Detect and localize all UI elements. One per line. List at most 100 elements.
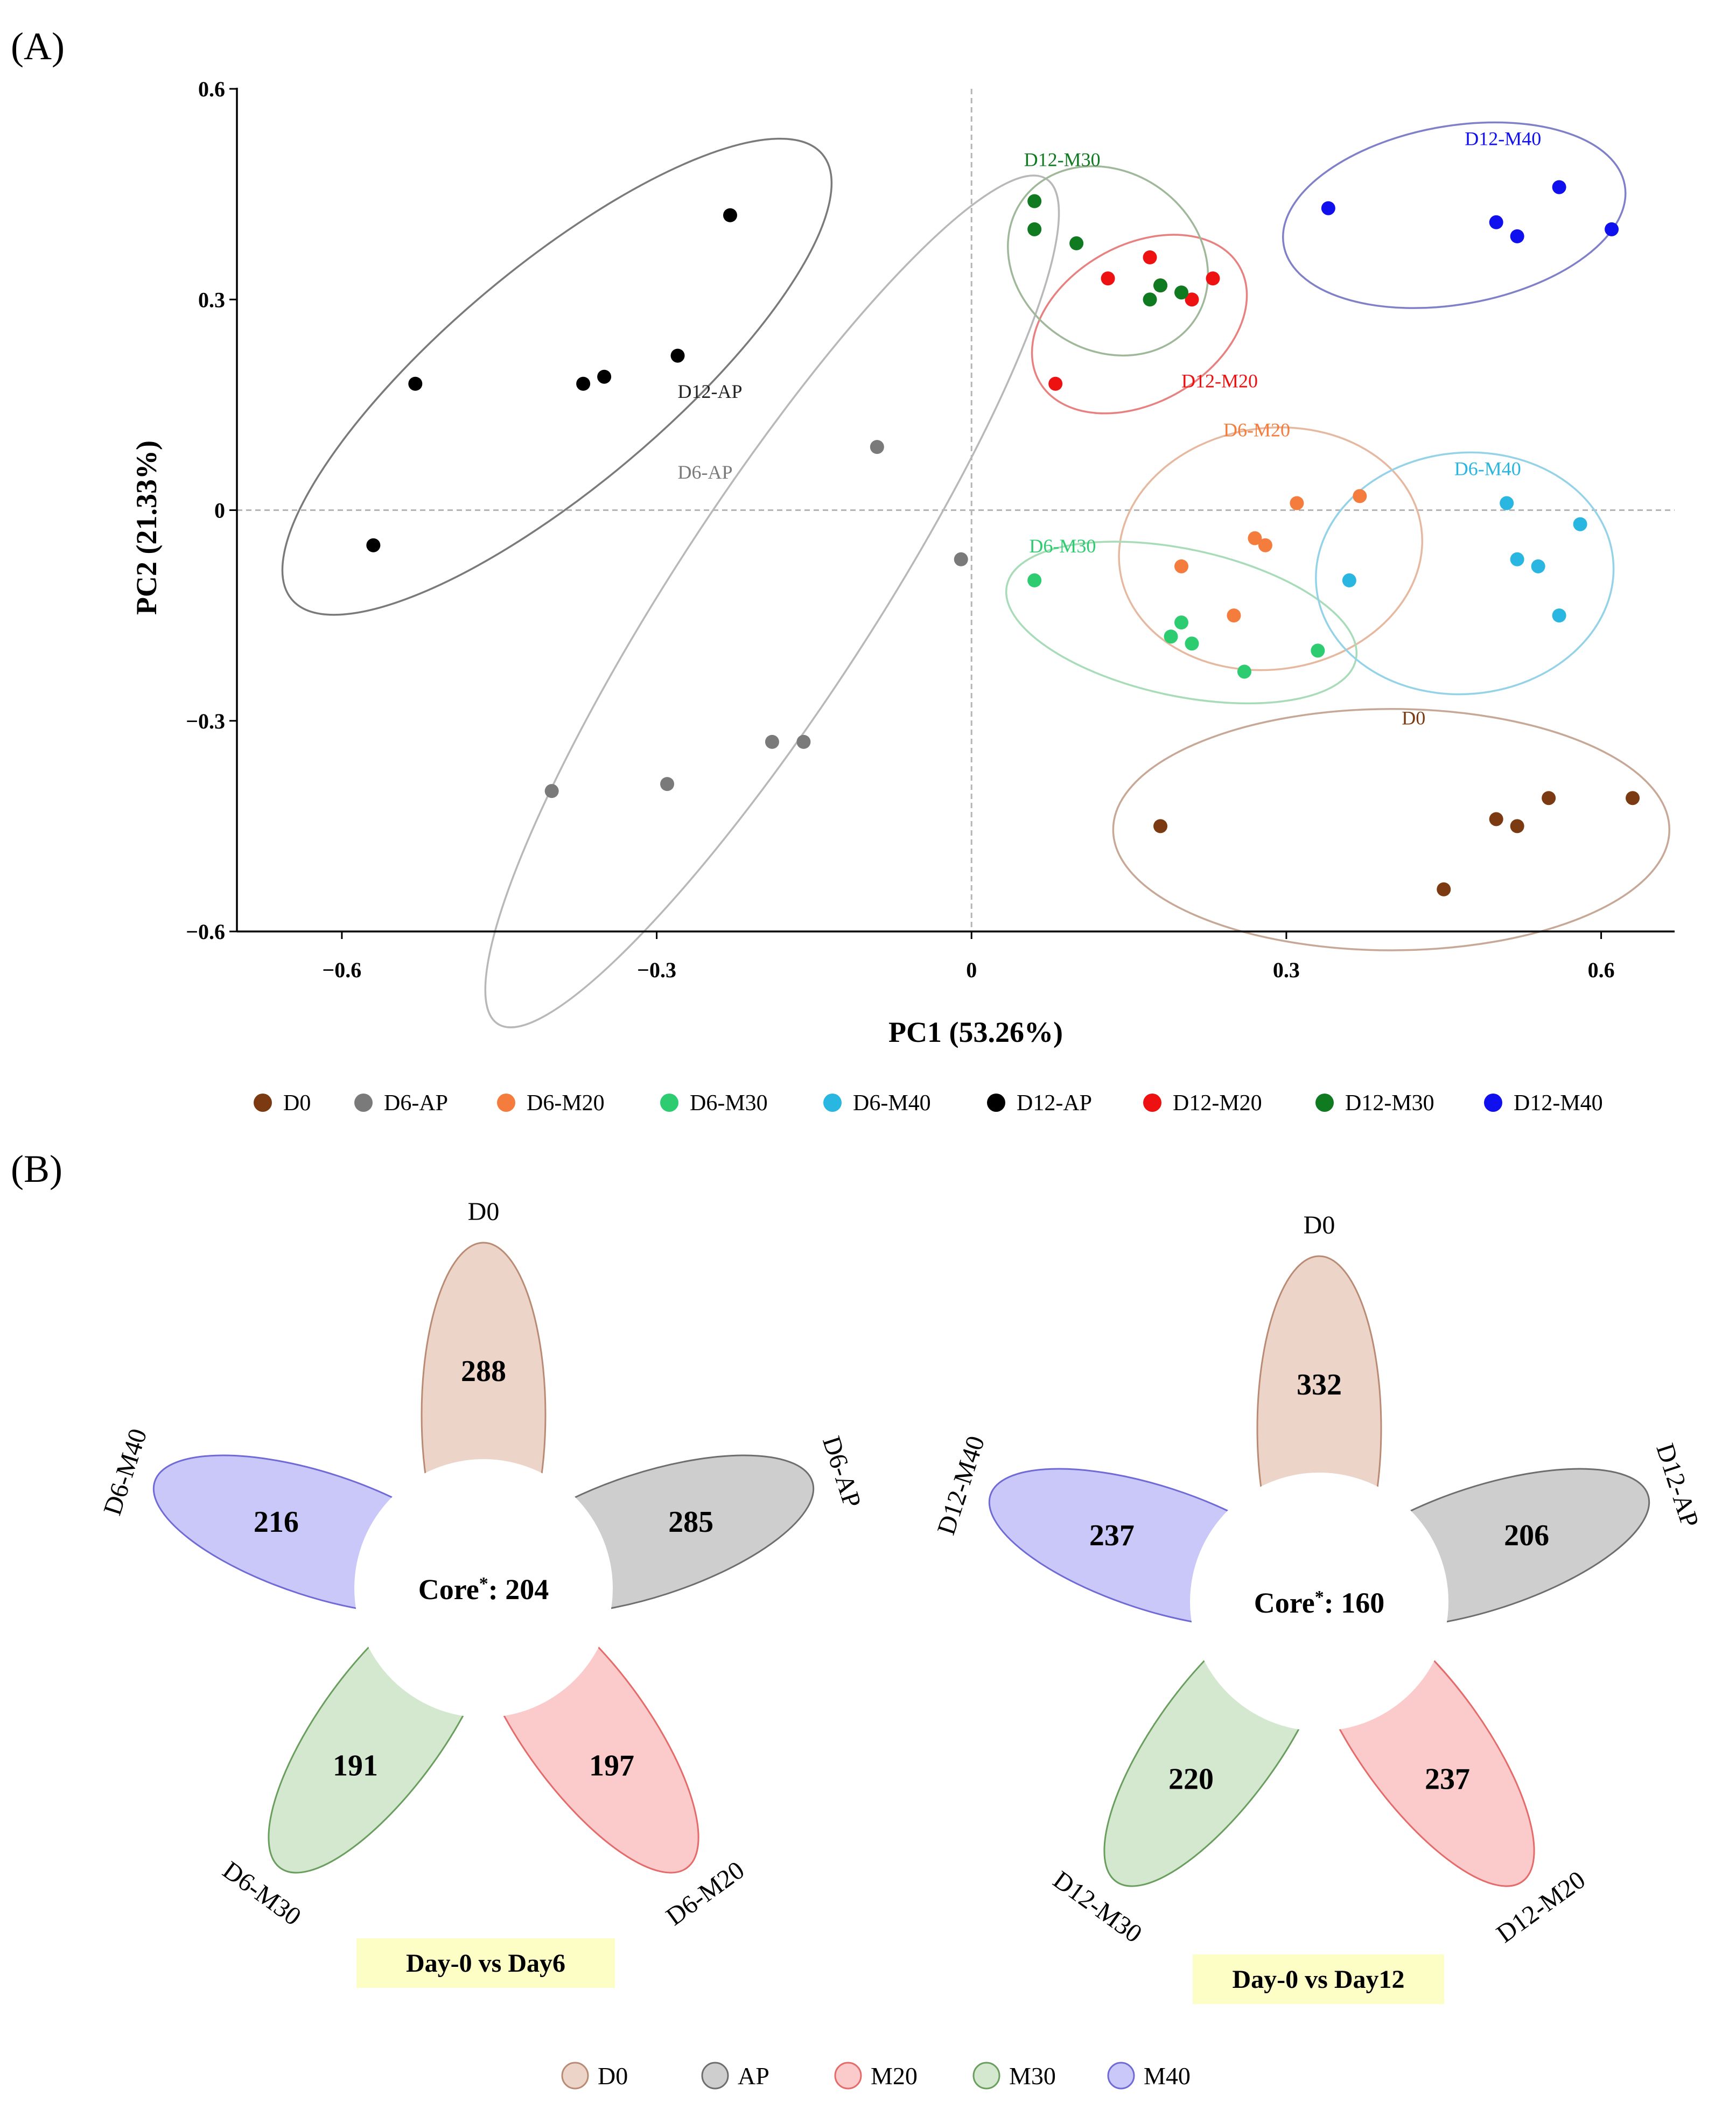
group-label-d12-m40: D12-M40 (1465, 128, 1541, 149)
point-d6-m20-3 (1248, 531, 1262, 545)
petal-value-d0: 288 (461, 1355, 506, 1388)
ellipse-d6-m40 (1315, 451, 1615, 696)
group-label-d0: D0 (1402, 707, 1425, 728)
legend-label-m40: M40 (1144, 2062, 1191, 2090)
legend-marker-m30 (972, 2062, 1000, 2090)
panel-a-label: (A) (11, 25, 65, 68)
point-d12-m30-2 (1027, 222, 1042, 236)
petal-name-d12-m40: D12-M40 (932, 1433, 990, 1538)
point-d6-m20-1 (1290, 496, 1304, 510)
legend-marker-d12-m30 (1315, 1094, 1334, 1112)
panel-b-flower-diagrams: (B) 288D0285D6-AP197D6-M20191D6-M30216D6… (11, 1147, 1704, 2090)
point-d12-m40-5 (1605, 222, 1619, 236)
y-tick-label: −0.3 (186, 709, 225, 733)
point-d12-m20-4 (1206, 271, 1220, 286)
petal-value-d6-ap: 285 (668, 1505, 713, 1539)
point-d0-2 (1437, 882, 1451, 896)
core-value: 160 (1341, 1587, 1384, 1619)
petal-name-d0: D0 (1304, 1211, 1335, 1239)
petal-value-d6-m40: 216 (254, 1505, 299, 1539)
petal-value-d6-m20: 197 (589, 1749, 634, 1783)
flower-title: Day-0 vs Day6 (406, 1949, 565, 1978)
flower-title-box (356, 1938, 615, 1988)
point-d12-m40-2 (1489, 215, 1503, 229)
legend-marker-d12-m20 (1143, 1094, 1161, 1112)
point-d12-ap-5 (408, 376, 423, 391)
panel-a-pca-scatter: (A) D12-AP D6-AP D12-M30 D12-M20 D12-M40 D6-M… (11, 25, 1675, 1116)
point-d6-m40-6 (1552, 608, 1566, 623)
core-circle (354, 1459, 613, 1718)
core-marker: * (479, 1574, 488, 1594)
point-d6-m40-5 (1342, 573, 1356, 587)
legend-label-d12-ap: D12-AP (1017, 1091, 1092, 1116)
petal-value-d12-m40: 237 (1089, 1519, 1135, 1552)
legend-marker-m40 (1107, 2062, 1135, 2090)
y-tick-label: 0.6 (198, 77, 225, 101)
point-d6-m20-5 (1174, 559, 1189, 573)
core-label-text: Core (1254, 1587, 1315, 1619)
legend-marker-d6-m20 (497, 1094, 515, 1112)
group-labels: D12-AP D6-AP D12-M30 D12-M20 D12-M40 D6-M20 D6… (678, 128, 1542, 728)
point-d6-m30-5 (1237, 664, 1251, 679)
core-label-text: Core (418, 1573, 479, 1606)
legend-label-ap: AP (738, 2062, 769, 2090)
point-d12-ap-2 (670, 348, 685, 363)
legend-marker-d6-ap (354, 1094, 373, 1112)
point-d0-4 (1510, 819, 1524, 833)
point-d12-m30-3 (1069, 236, 1084, 250)
group-label-d12-ap: D12-AP (678, 381, 743, 402)
ellipse-d0 (1112, 708, 1671, 951)
legend-label-d6-m40: D6-M40 (853, 1091, 931, 1116)
legend-label-d12-m20: D12-M20 (1173, 1091, 1262, 1116)
flower-diagram-day6: 288D0285D6-AP197D6-M20191D6-M30216D6-M40… (98, 1197, 866, 1988)
point-d6-ap-2 (954, 552, 968, 566)
y-axis-label: PC2 (21.33%) (130, 440, 163, 615)
point-d6-m30-1 (1027, 573, 1042, 587)
point-d12-ap-4 (576, 376, 591, 391)
point-d12-m30-5 (1174, 285, 1189, 300)
point-d6-ap-6 (544, 784, 559, 798)
point-d6-ap-1 (870, 440, 884, 454)
legend-label-d0: D0 (283, 1091, 311, 1116)
flower-title: Day-0 vs Day12 (1233, 1965, 1405, 1994)
x-tick-label: 0.3 (1273, 958, 1300, 982)
petal-value-d12-m20: 237 (1425, 1763, 1470, 1796)
point-d6-m40-3 (1510, 552, 1524, 566)
point-d12-ap-3 (597, 369, 612, 384)
point-d12-m30-1 (1027, 194, 1042, 208)
point-d6-ap-4 (765, 734, 779, 749)
point-d6-m20-4 (1258, 538, 1272, 552)
group-label-d6-ap: D6-AP (678, 461, 733, 483)
y-tick-label: 0 (214, 499, 225, 523)
petal-name-d0: D0 (468, 1197, 500, 1226)
legend-label-d6-m20: D6-M20 (527, 1091, 605, 1116)
core-marker: * (1315, 1587, 1324, 1607)
point-d12-m20-6 (1048, 376, 1063, 391)
petal-name-d12-ap: D12-AP (1650, 1440, 1704, 1531)
legend-label-d12-m40: D12-M40 (1514, 1091, 1603, 1116)
core-label: Core*: 160 (1254, 1587, 1384, 1619)
group-label-d6-m20: D6-M20 (1223, 419, 1290, 441)
ellipse-d6-m20 (1118, 426, 1423, 671)
legend-marker-m20 (834, 2062, 862, 2090)
point-d6-m20-2 (1353, 489, 1367, 503)
legend-label-m20: M20 (871, 2062, 918, 2090)
petal-value-d6-m30: 191 (333, 1749, 378, 1783)
group-label-d6-m30: D6-M30 (1029, 535, 1096, 557)
point-d6-m30-2 (1174, 615, 1189, 630)
point-d0-1 (1153, 819, 1168, 833)
reference-lines (237, 89, 1675, 931)
legend-marker-d12-m40 (1484, 1094, 1502, 1112)
panel-b-label: (B) (11, 1147, 62, 1190)
y-tick-label: 0.3 (198, 288, 225, 312)
legend-marker-d0 (254, 1094, 272, 1112)
point-d12-m30-4 (1153, 278, 1168, 293)
legend-label-d12-m30: D12-M30 (1345, 1091, 1434, 1116)
point-d12-m30-6 (1143, 292, 1157, 307)
legend-label-d0: D0 (598, 2062, 628, 2090)
legend-marker-ap (701, 2062, 729, 2090)
legend-b: D0 AP M20 M30 M40 (561, 2062, 1191, 2090)
point-d12-m20-1 (1143, 250, 1157, 264)
point-d12-m40-1 (1321, 201, 1335, 215)
